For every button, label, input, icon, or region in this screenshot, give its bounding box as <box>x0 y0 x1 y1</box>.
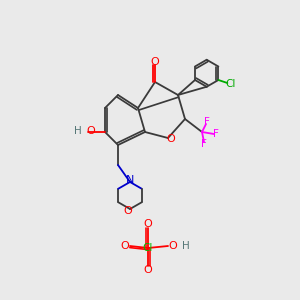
Text: O: O <box>121 241 129 251</box>
Text: O: O <box>144 219 152 229</box>
Text: H: H <box>74 126 82 136</box>
Text: O: O <box>151 57 159 67</box>
Text: F: F <box>204 117 210 127</box>
Text: O: O <box>124 206 132 216</box>
Text: Cl: Cl <box>225 79 236 89</box>
Text: F: F <box>213 129 219 139</box>
Text: O: O <box>167 134 176 144</box>
Text: Cl: Cl <box>143 243 153 253</box>
Text: F: F <box>201 139 207 149</box>
Text: O: O <box>169 241 177 251</box>
Text: N: N <box>126 175 134 185</box>
Text: H: H <box>182 241 190 251</box>
Text: O: O <box>144 265 152 275</box>
Text: O: O <box>87 126 95 136</box>
